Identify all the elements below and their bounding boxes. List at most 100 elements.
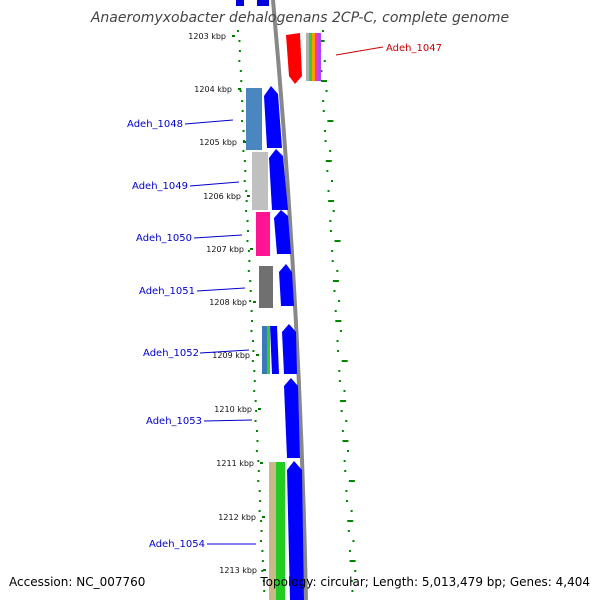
kbp-tick-label: 1205 kbp [199, 138, 237, 147]
gc-dot [339, 330, 342, 332]
kbp-tick-label: 1203 kbp [188, 32, 226, 41]
gene-adeh-1054[interactable] [269, 461, 304, 600]
gc-dot [257, 470, 260, 472]
gene-partial-top [236, 0, 269, 6]
gc-dot [253, 380, 256, 382]
gene-leader-line [189, 181, 240, 187]
gc-dot [241, 100, 244, 102]
gc-dot [252, 350, 255, 352]
gc-dot [337, 350, 340, 352]
gc-dot [332, 280, 339, 282]
gene-leader-line [335, 46, 384, 56]
gc-dot [239, 70, 242, 72]
gene-label[interactable]: Adeh_1047 [386, 43, 442, 54]
gene-adeh-1048[interactable] [246, 86, 282, 150]
gc-dot [243, 160, 246, 162]
gene-adeh-1053[interactable] [284, 378, 300, 458]
gene-label[interactable]: Adeh_1053 [146, 416, 202, 427]
gene-label[interactable]: Adeh_1052 [143, 348, 199, 359]
gc-dot [263, 590, 266, 592]
gc-dot [259, 540, 262, 542]
gc-dot [251, 320, 254, 322]
gc-dot [254, 420, 257, 422]
kbp-tick-label: 1212 kbp [218, 513, 256, 522]
gc-dot [345, 490, 348, 492]
gene-labels: Adeh_1047 Adeh_1048 Adeh_1049 Adeh_1050 Adeh… [127, 43, 442, 550]
gc-dot [245, 210, 248, 212]
gene-adeh-1049[interactable] [252, 149, 288, 210]
gc-dot [248, 260, 251, 262]
gc-dot [320, 80, 327, 82]
gc-dot [259, 500, 262, 502]
kbp-tick-label: 1209 kbp [212, 351, 250, 360]
gc-dot [320, 70, 323, 72]
gc-dot [247, 270, 250, 272]
genome-backbone [271, 0, 308, 600]
gc-dot [349, 560, 356, 562]
gc-dot [331, 260, 334, 262]
gc-dot [350, 580, 353, 582]
gc-dot [344, 470, 347, 472]
gc-dot [257, 460, 260, 462]
gc-dot [253, 370, 256, 372]
accession-text: Accession: NC_007760 [9, 575, 146, 589]
gc-dot [325, 160, 332, 162]
kbp-tick-label: 1204 kbp [194, 85, 232, 94]
gc-dot [327, 120, 334, 122]
gc-dot [255, 410, 258, 412]
gc-dot [340, 400, 347, 402]
gene-label[interactable]: Adeh_1050 [136, 233, 192, 244]
gc-dot [260, 530, 263, 532]
gc-dot [255, 450, 258, 452]
gc-dot [336, 340, 339, 342]
gc-dot [322, 100, 325, 102]
gc-dot [347, 450, 350, 452]
gene-adeh-1051[interactable] [259, 264, 294, 308]
gc-dot [249, 300, 252, 302]
gc-dot [240, 80, 243, 82]
gc-dot [257, 480, 260, 482]
gc-dot [250, 310, 253, 312]
gc-dot [352, 540, 355, 542]
gene-adeh-1052[interactable] [262, 324, 297, 374]
gc-dot [336, 270, 339, 272]
gene-label[interactable]: Adeh_1051 [139, 286, 195, 297]
gc-dot [332, 210, 335, 212]
genome-summary-text: Topology: circular; Length: 5,013,479 bp… [260, 575, 590, 589]
gc-dot [329, 150, 332, 152]
gc-dot [242, 150, 245, 152]
gc-dot [249, 290, 252, 292]
gene-label[interactable]: Adeh_1048 [127, 119, 183, 130]
gc-dot [326, 170, 329, 172]
gc-dot [324, 140, 327, 142]
gene-adeh-1050[interactable] [256, 210, 291, 256]
gc-dot [261, 570, 264, 572]
gc-dot [254, 400, 257, 402]
gc-dot [258, 490, 261, 492]
kbp-tick-label: 1210 kbp [214, 405, 252, 414]
gc-dot [338, 380, 341, 382]
gc-dot [323, 60, 326, 62]
gc-dot [347, 530, 350, 532]
gc-dot [327, 190, 330, 192]
gene-label[interactable]: Adeh_1054 [149, 539, 205, 550]
gc-content-track [318, 30, 357, 592]
gene-label-leaders [184, 46, 384, 545]
gc-dot [343, 460, 346, 462]
gc-dot [340, 410, 343, 412]
gc-dot [322, 110, 325, 112]
gc-dot [338, 370, 341, 372]
gc-dot [260, 520, 263, 522]
gene-leader-line [203, 419, 253, 422]
gc-dot [350, 510, 353, 512]
gc-dot [247, 250, 250, 252]
gene-leader-line [193, 234, 243, 239]
gc-dot [251, 360, 254, 362]
kbp-tick-label: 1208 kbp [209, 298, 247, 307]
gc-dot [329, 230, 332, 232]
gene-adeh-1047[interactable] [286, 33, 321, 84]
gene-label[interactable]: Adeh_1049 [132, 181, 188, 192]
gc-dot [348, 480, 355, 482]
gc-dot [251, 340, 254, 342]
